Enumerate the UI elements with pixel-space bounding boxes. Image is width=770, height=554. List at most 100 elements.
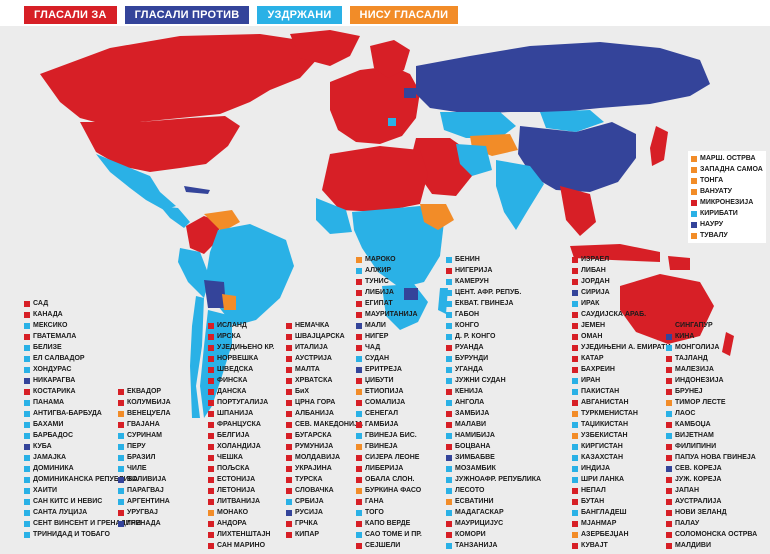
region-zimbabwe [404, 288, 418, 300]
country-name: НИГЕРИЈА [455, 267, 493, 274]
country-entry: УГАНДА [446, 364, 541, 375]
vote-marker-abstain [24, 432, 30, 439]
region-cuba [184, 186, 210, 194]
vote-marker-abstain [24, 465, 30, 472]
vote-marker-abstain [24, 531, 30, 538]
vote-marker-yes [118, 509, 124, 516]
country-entry: НЕМАЧКА [286, 320, 363, 331]
country-name: БОЛИВИЈА [127, 476, 167, 483]
country-entry: ЛЕСОТО [446, 485, 541, 496]
country-name: МАУРИЦИЈУС [455, 520, 504, 527]
vote-marker-absent [356, 443, 362, 450]
country-name: ЈЕМЕН [581, 322, 606, 329]
country-name: ЛИБИЈА [365, 289, 394, 296]
country-entry: ТАЈЛАНД [666, 353, 757, 364]
country-entry: КОМОРИ [446, 529, 541, 540]
country-name: КАТАР [581, 355, 604, 362]
country-entry: ДОМИНИКАНСКА РЕПУБЛИКА [24, 474, 141, 485]
country-column-2: ЕКВАДОР КОЛУМБИЈА ВЕНЕЦУЕЛА ГВАЈАНА СУРИНАМ П… [118, 386, 171, 529]
country-entry: ЕСТОНИЈА [208, 474, 274, 485]
country-entry: ЗИМБАБВЕ [446, 452, 541, 463]
vote-marker-yes [118, 421, 124, 428]
vote-marker-yes [446, 410, 452, 417]
country-entry: ФИНСКА [208, 375, 274, 386]
vote-marker-no [356, 322, 362, 329]
country-name: АНТИГВА-БАРБУДА [33, 410, 102, 417]
country-name: СИРИЈА [581, 289, 610, 296]
country-name: ЈОРДАН [581, 278, 610, 285]
country-entry: МИКРОНЕЗИЈА [691, 197, 763, 208]
country-entry: АУСТРАЛИЈА [666, 496, 757, 507]
country-entry: СИРИЈА [572, 287, 671, 298]
country-name: БЕЛГИЈА [217, 432, 250, 439]
vote-marker-yes [572, 355, 578, 362]
vote-marker-abstain [666, 432, 672, 439]
vote-marker-abstain [446, 300, 452, 307]
country-name: ГАНА [365, 498, 384, 505]
country-name: ЧИЛЕ [127, 465, 147, 472]
country-entry: ДОМИНИКА [24, 463, 141, 474]
vote-marker-absent [572, 531, 578, 538]
country-entry: ЛАОС [666, 408, 757, 419]
country-name: ТУНИС [365, 278, 389, 285]
vote-marker-abstain [446, 377, 452, 384]
vote-marker-abstain [24, 509, 30, 516]
country-entry: ЏИБУТИ [356, 375, 422, 386]
vote-marker-absent [572, 410, 578, 417]
country-entry: НИГЕР [356, 331, 422, 342]
country-name: ПАКИСТАН [581, 388, 620, 395]
country-entry: КОНГО [446, 320, 541, 331]
country-entry: ИСЛАНД [208, 320, 274, 331]
country-entry: МАЛДИВИ [666, 540, 757, 551]
vote-marker-yes [572, 344, 578, 351]
region-southeast-asia [560, 186, 596, 236]
country-column-8: СИНГАПУР КИНА МОНГОЛИЈА ТАЈЛАНД МАЛЕЗИЈА ИНДО… [666, 320, 757, 551]
country-entry: КЕНИЈА [446, 386, 541, 397]
country-entry: ЧАД [356, 342, 422, 353]
country-name: НЕМАЧКА [295, 322, 330, 329]
country-name: ПАНАМА [33, 399, 65, 406]
vote-marker-abstain [24, 322, 30, 329]
country-entry: ЛИТВАНИЈА [208, 496, 274, 507]
country-entry: ЈАМАЈКА [24, 452, 141, 463]
country-entry: САО ТОМЕ И ПР. [356, 529, 422, 540]
country-entry: РУАНДА [446, 342, 541, 353]
country-name: КОМОРИ [455, 531, 486, 538]
country-name: ДОМИНИКАНСКА РЕПУБЛИКА [33, 476, 138, 483]
country-entry: ШРИ ЛАНКА [572, 474, 671, 485]
country-name: ЈУЖНОАФР. РЕПУБЛИКА [455, 476, 542, 483]
country-entry: АЛЖИР [356, 265, 422, 276]
country-name: СРБИЈА [295, 498, 324, 505]
country-name: СЛОВАЧКА [295, 487, 334, 494]
country-name: КОНГО [455, 322, 480, 329]
legend-absent-label: НИСУ ГЛАСАЛИ [359, 9, 449, 21]
country-entry: ЛЕТОНИЈА [208, 485, 274, 496]
vote-marker-no [118, 520, 124, 527]
vote-marker-yes [24, 311, 30, 318]
country-entry: ЦЕНТ. АФР. РЕПУБ. [446, 287, 541, 298]
vote-marker-yes [446, 267, 452, 274]
country-name: Д. Р. КОНГО [455, 333, 496, 340]
country-name: ШВАЈЦАРСКА [295, 333, 345, 340]
region-north-africa [322, 146, 428, 212]
country-entry: МОЗАМБИК [446, 463, 541, 474]
country-entry: ТАЏИКИСТАН [572, 419, 671, 430]
vote-marker-abstain [572, 465, 578, 472]
region-central-africa [352, 206, 444, 288]
vote-marker-abstain [572, 377, 578, 384]
vote-marker-yes [446, 443, 452, 450]
region-colombia [186, 216, 220, 254]
country-entry: ХОНДУРАС [24, 364, 141, 375]
country-name: КИПАР [295, 531, 320, 538]
vote-marker-abstain [572, 388, 578, 395]
country-entry: ГАМБИЈА [356, 419, 422, 430]
vote-marker-abstain [24, 399, 30, 406]
country-name: КАНАДА [33, 311, 63, 318]
vote-marker-abstain [24, 355, 30, 362]
vote-marker-yes [666, 421, 672, 428]
legend-abstain: УЗДРЖАНИ [257, 6, 342, 24]
country-name: МИКРОНЕЗИЈА [700, 199, 754, 206]
country-name: ТАЈЛАНД [675, 355, 708, 362]
country-entry: ЕРИТРЕЈА [356, 364, 422, 375]
country-entry: БЕЛИЗЕ [24, 342, 141, 353]
